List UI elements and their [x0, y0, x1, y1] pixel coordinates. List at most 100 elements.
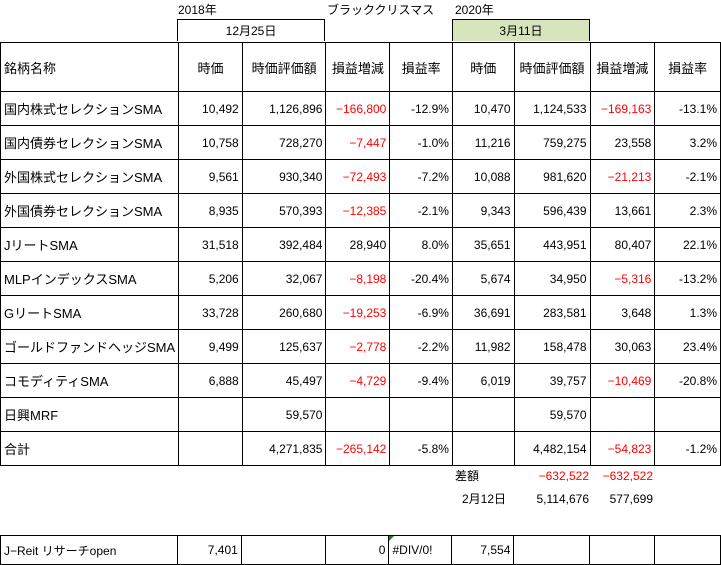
value-cell[interactable] — [325, 397, 391, 432]
value-cell[interactable]: 158,478 — [513, 329, 591, 364]
value-cell[interactable]: 728,270 — [241, 125, 327, 160]
value-cell[interactable]: 1,126,896 — [241, 91, 327, 126]
value-cell[interactable]: 1.3% — [654, 295, 721, 330]
fund-name-cell[interactable]: 日興MRF — [0, 397, 180, 432]
header-cell[interactable]: 時価 — [178, 42, 243, 92]
value-cell[interactable]: 11,216 — [451, 125, 515, 160]
header-cell[interactable]: 時価評価額 — [513, 42, 591, 92]
value-cell[interactable]: 9,499 — [178, 329, 243, 364]
value-cell[interactable]: 45,497 — [241, 363, 327, 398]
header-cell[interactable]: 損益率 — [654, 42, 721, 92]
fund-name-cell[interactable]: コモディティSMA — [0, 363, 180, 398]
value-cell[interactable] — [451, 431, 515, 466]
right-date-cell[interactable]: 3月11日 — [452, 19, 590, 41]
header-cell[interactable]: 損益増減 — [589, 42, 656, 92]
fund-name-cell[interactable]: GリートSMA — [0, 295, 180, 330]
diff-value-1[interactable]: −632,522 — [538, 469, 589, 483]
value-cell[interactable]: -13.1% — [654, 91, 721, 126]
value-cell[interactable]: −54,823 — [589, 431, 656, 466]
value-cell[interactable]: -2.1% — [389, 193, 453, 228]
value-cell[interactable]: 392,484 — [241, 227, 327, 262]
value-cell[interactable]: 33,728 — [178, 295, 243, 330]
value-cell[interactable]: 23.4% — [654, 329, 721, 364]
feb12-value-1[interactable]: 5,114,676 — [536, 492, 590, 506]
value-cell[interactable]: 4,482,154 — [513, 431, 591, 466]
value-cell[interactable]: 2.3% — [654, 193, 721, 228]
value-cell[interactable]: 39,757 — [513, 363, 591, 398]
value-cell[interactable]: −265,142 — [325, 431, 391, 466]
value-cell[interactable]: −4,729 — [325, 363, 391, 398]
value-cell[interactable]: −169,163 — [589, 91, 656, 126]
value-cell[interactable] — [451, 397, 515, 432]
value-cell[interactable]: 6,888 — [178, 363, 243, 398]
value-cell[interactable] — [389, 397, 453, 432]
value-cell[interactable]: 5,674 — [451, 261, 515, 296]
value-cell[interactable]: 443,951 — [513, 227, 591, 262]
value-cell[interactable]: -1.2% — [654, 431, 721, 466]
fund-name-cell[interactable]: 合計 — [0, 431, 180, 466]
value-cell[interactable]: 8.0% — [389, 227, 453, 262]
value-cell[interactable]: 11,982 — [451, 329, 515, 364]
value-cell[interactable]: 759,275 — [513, 125, 591, 160]
value-cell[interactable]: 3,648 — [589, 295, 656, 330]
value-cell[interactable]: 0 — [324, 535, 390, 565]
value-cell[interactable]: −2,778 — [325, 329, 391, 364]
value-cell[interactable]: −19,253 — [325, 295, 391, 330]
value-cell[interactable]: 596,439 — [513, 193, 591, 228]
left-date-cell[interactable]: 12月25日 — [177, 19, 325, 41]
value-cell[interactable]: 28,940 — [325, 227, 391, 262]
value-cell[interactable]: 3.2% — [654, 125, 721, 160]
value-cell[interactable]: -6.9% — [389, 295, 453, 330]
value-cell[interactable]: 4,271,835 — [241, 431, 327, 466]
value-cell[interactable]: −7,447 — [325, 125, 391, 160]
value-cell[interactable]: -2.1% — [654, 159, 721, 194]
value-cell[interactable]: 283,581 — [513, 295, 591, 330]
value-cell[interactable] — [178, 431, 243, 466]
value-cell[interactable]: 10,088 — [451, 159, 515, 194]
value-cell[interactable]: -2.2% — [389, 329, 453, 364]
value-cell[interactable]: -12.9% — [389, 91, 453, 126]
value-cell[interactable]: -20.4% — [389, 261, 453, 296]
value-cell[interactable] — [589, 535, 656, 565]
value-cell[interactable]: 31,518 — [178, 227, 243, 262]
value-cell[interactable]: 8,935 — [178, 193, 243, 228]
value-cell[interactable]: 5,206 — [178, 261, 243, 296]
value-cell[interactable]: 35,651 — [451, 227, 515, 262]
value-cell[interactable]: −72,493 — [325, 159, 391, 194]
value-cell[interactable] — [178, 397, 243, 432]
value-cell[interactable]: -5.8% — [389, 431, 453, 466]
fund-name-cell[interactable]: 外国債券セレクションSMA — [0, 193, 180, 228]
value-cell[interactable]: 59,570 — [241, 397, 327, 432]
value-cell[interactable]: 981,620 — [513, 159, 591, 194]
value-cell[interactable]: 80,407 — [589, 227, 656, 262]
value-cell[interactable]: -7.2% — [389, 159, 453, 194]
value-cell[interactable]: 36,691 — [451, 295, 515, 330]
value-cell[interactable]: 7,554 — [451, 535, 515, 565]
value-cell[interactable]: 125,637 — [241, 329, 327, 364]
value-cell[interactable]: 10,758 — [178, 125, 243, 160]
fund-name-cell[interactable]: 国内債券セレクションSMA — [0, 125, 180, 160]
value-cell[interactable]: 10,470 — [451, 91, 515, 126]
value-cell[interactable]: −5,316 — [589, 261, 656, 296]
value-cell[interactable]: 260,680 — [241, 295, 327, 330]
value-cell[interactable] — [589, 397, 656, 432]
header-cell[interactable]: 銘柄名称 — [0, 42, 180, 92]
value-cell[interactable]: 23,558 — [589, 125, 656, 160]
value-cell[interactable]: #DIV/0! — [388, 535, 453, 565]
value-cell[interactable]: −12,385 — [325, 193, 391, 228]
value-cell[interactable]: 7,401 — [176, 535, 242, 565]
value-cell[interactable]: -1.0% — [389, 125, 453, 160]
value-cell[interactable]: 10,492 — [178, 91, 243, 126]
value-cell[interactable]: 59,570 — [513, 397, 591, 432]
value-cell[interactable]: 34,950 — [513, 261, 591, 296]
value-cell[interactable]: -20.8% — [654, 363, 721, 398]
value-cell[interactable]: 570,393 — [241, 193, 327, 228]
header-cell[interactable]: 時価評価額 — [241, 42, 327, 92]
value-cell[interactable]: 13,661 — [589, 193, 656, 228]
fund-name-cell[interactable]: 外国株式セレクションSMA — [0, 159, 180, 194]
diff-value-2[interactable]: −632,522 — [602, 469, 653, 483]
value-cell[interactable]: −10,469 — [589, 363, 656, 398]
value-cell[interactable]: 9,343 — [451, 193, 515, 228]
value-cell[interactable]: -9.4% — [389, 363, 453, 398]
header-cell[interactable]: 時価 — [451, 42, 515, 92]
